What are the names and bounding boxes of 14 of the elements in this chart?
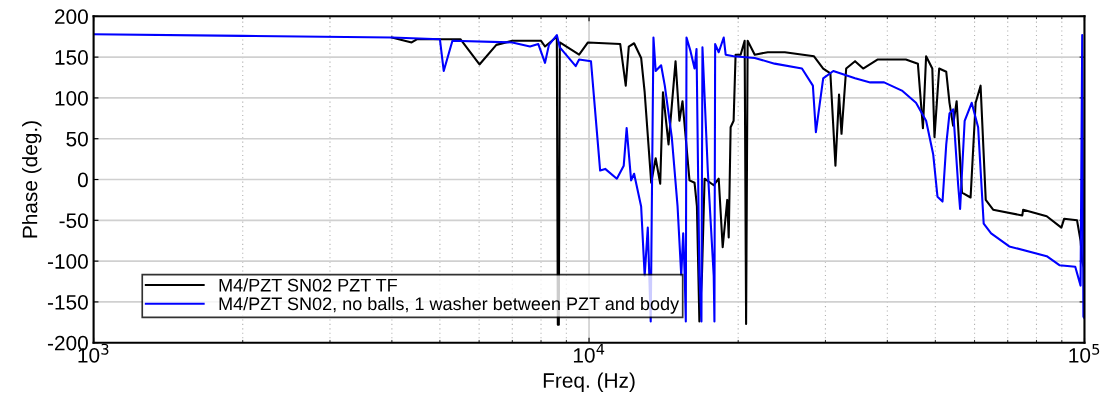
y-tick-label: -50 [59,213,88,229]
y-tick-label: -150 [47,294,88,310]
legend-label: M4/PZT SN02 PZT TF [219,278,397,292]
x-axis-title: Freq. (Hz) [543,372,635,392]
y-tick-label: -100 [47,254,88,269]
x-tick-label: 10$^{4}$ [573,343,605,363]
y-tick-label: 50 [66,131,88,147]
legend-label: M4/PZT SN02, no balls, 1 washer between PZT and body [219,296,680,314]
x-tick-label: 10$^{5}$ [1069,343,1100,363]
y-tick-label: 0 [77,172,88,188]
y-axis-title: Phase (deg.) [22,121,42,238]
y-tick-label: 100 [55,90,88,106]
y-tick-label: 200 [55,9,88,25]
y-tick-label: 150 [55,50,88,65]
